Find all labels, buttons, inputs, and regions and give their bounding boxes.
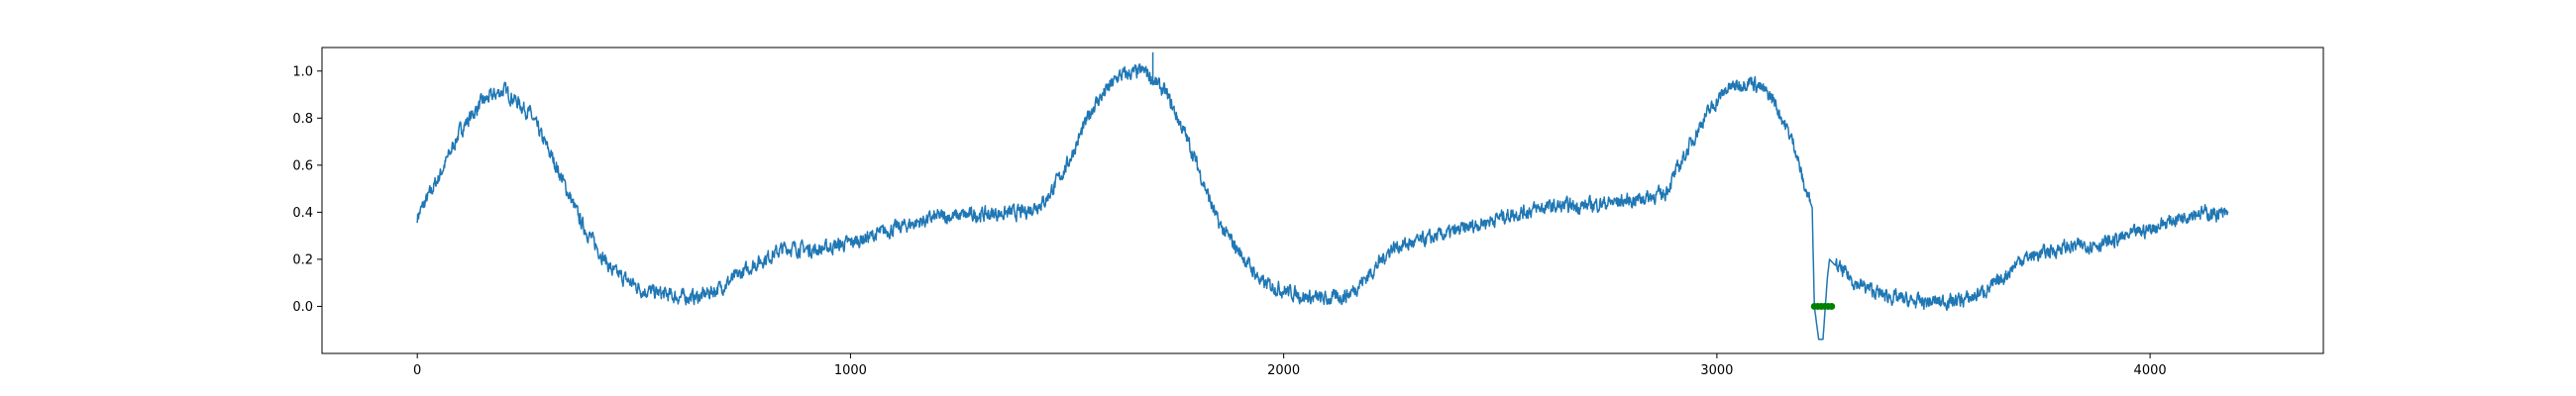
y-tick-label: 0.6 [292,158,313,173]
x-tick-label: 0 [413,363,421,378]
plot-layer [416,51,2229,341]
x-tick-label: 4000 [2134,363,2167,378]
y-tick-label: 0.0 [292,300,313,315]
plot-frame [321,47,2324,354]
y-tick-label: 0.4 [292,206,313,221]
series-line [416,63,2229,341]
x-tick-label: 3000 [1700,363,1733,378]
x-axis: 0 1000 2000 3000 4000 [413,353,2167,378]
x-tick-label: 1000 [834,363,867,378]
x-tick-label: 2000 [1267,363,1300,378]
y-axis: 0.0 0.2 0.4 0.6 0.8 1.0 [292,64,322,315]
y-tick-label: 0.2 [292,252,313,267]
marker-point [1828,302,1836,310]
y-tick-label: 0.8 [292,112,313,127]
y-tick-label: 1.0 [292,64,313,79]
